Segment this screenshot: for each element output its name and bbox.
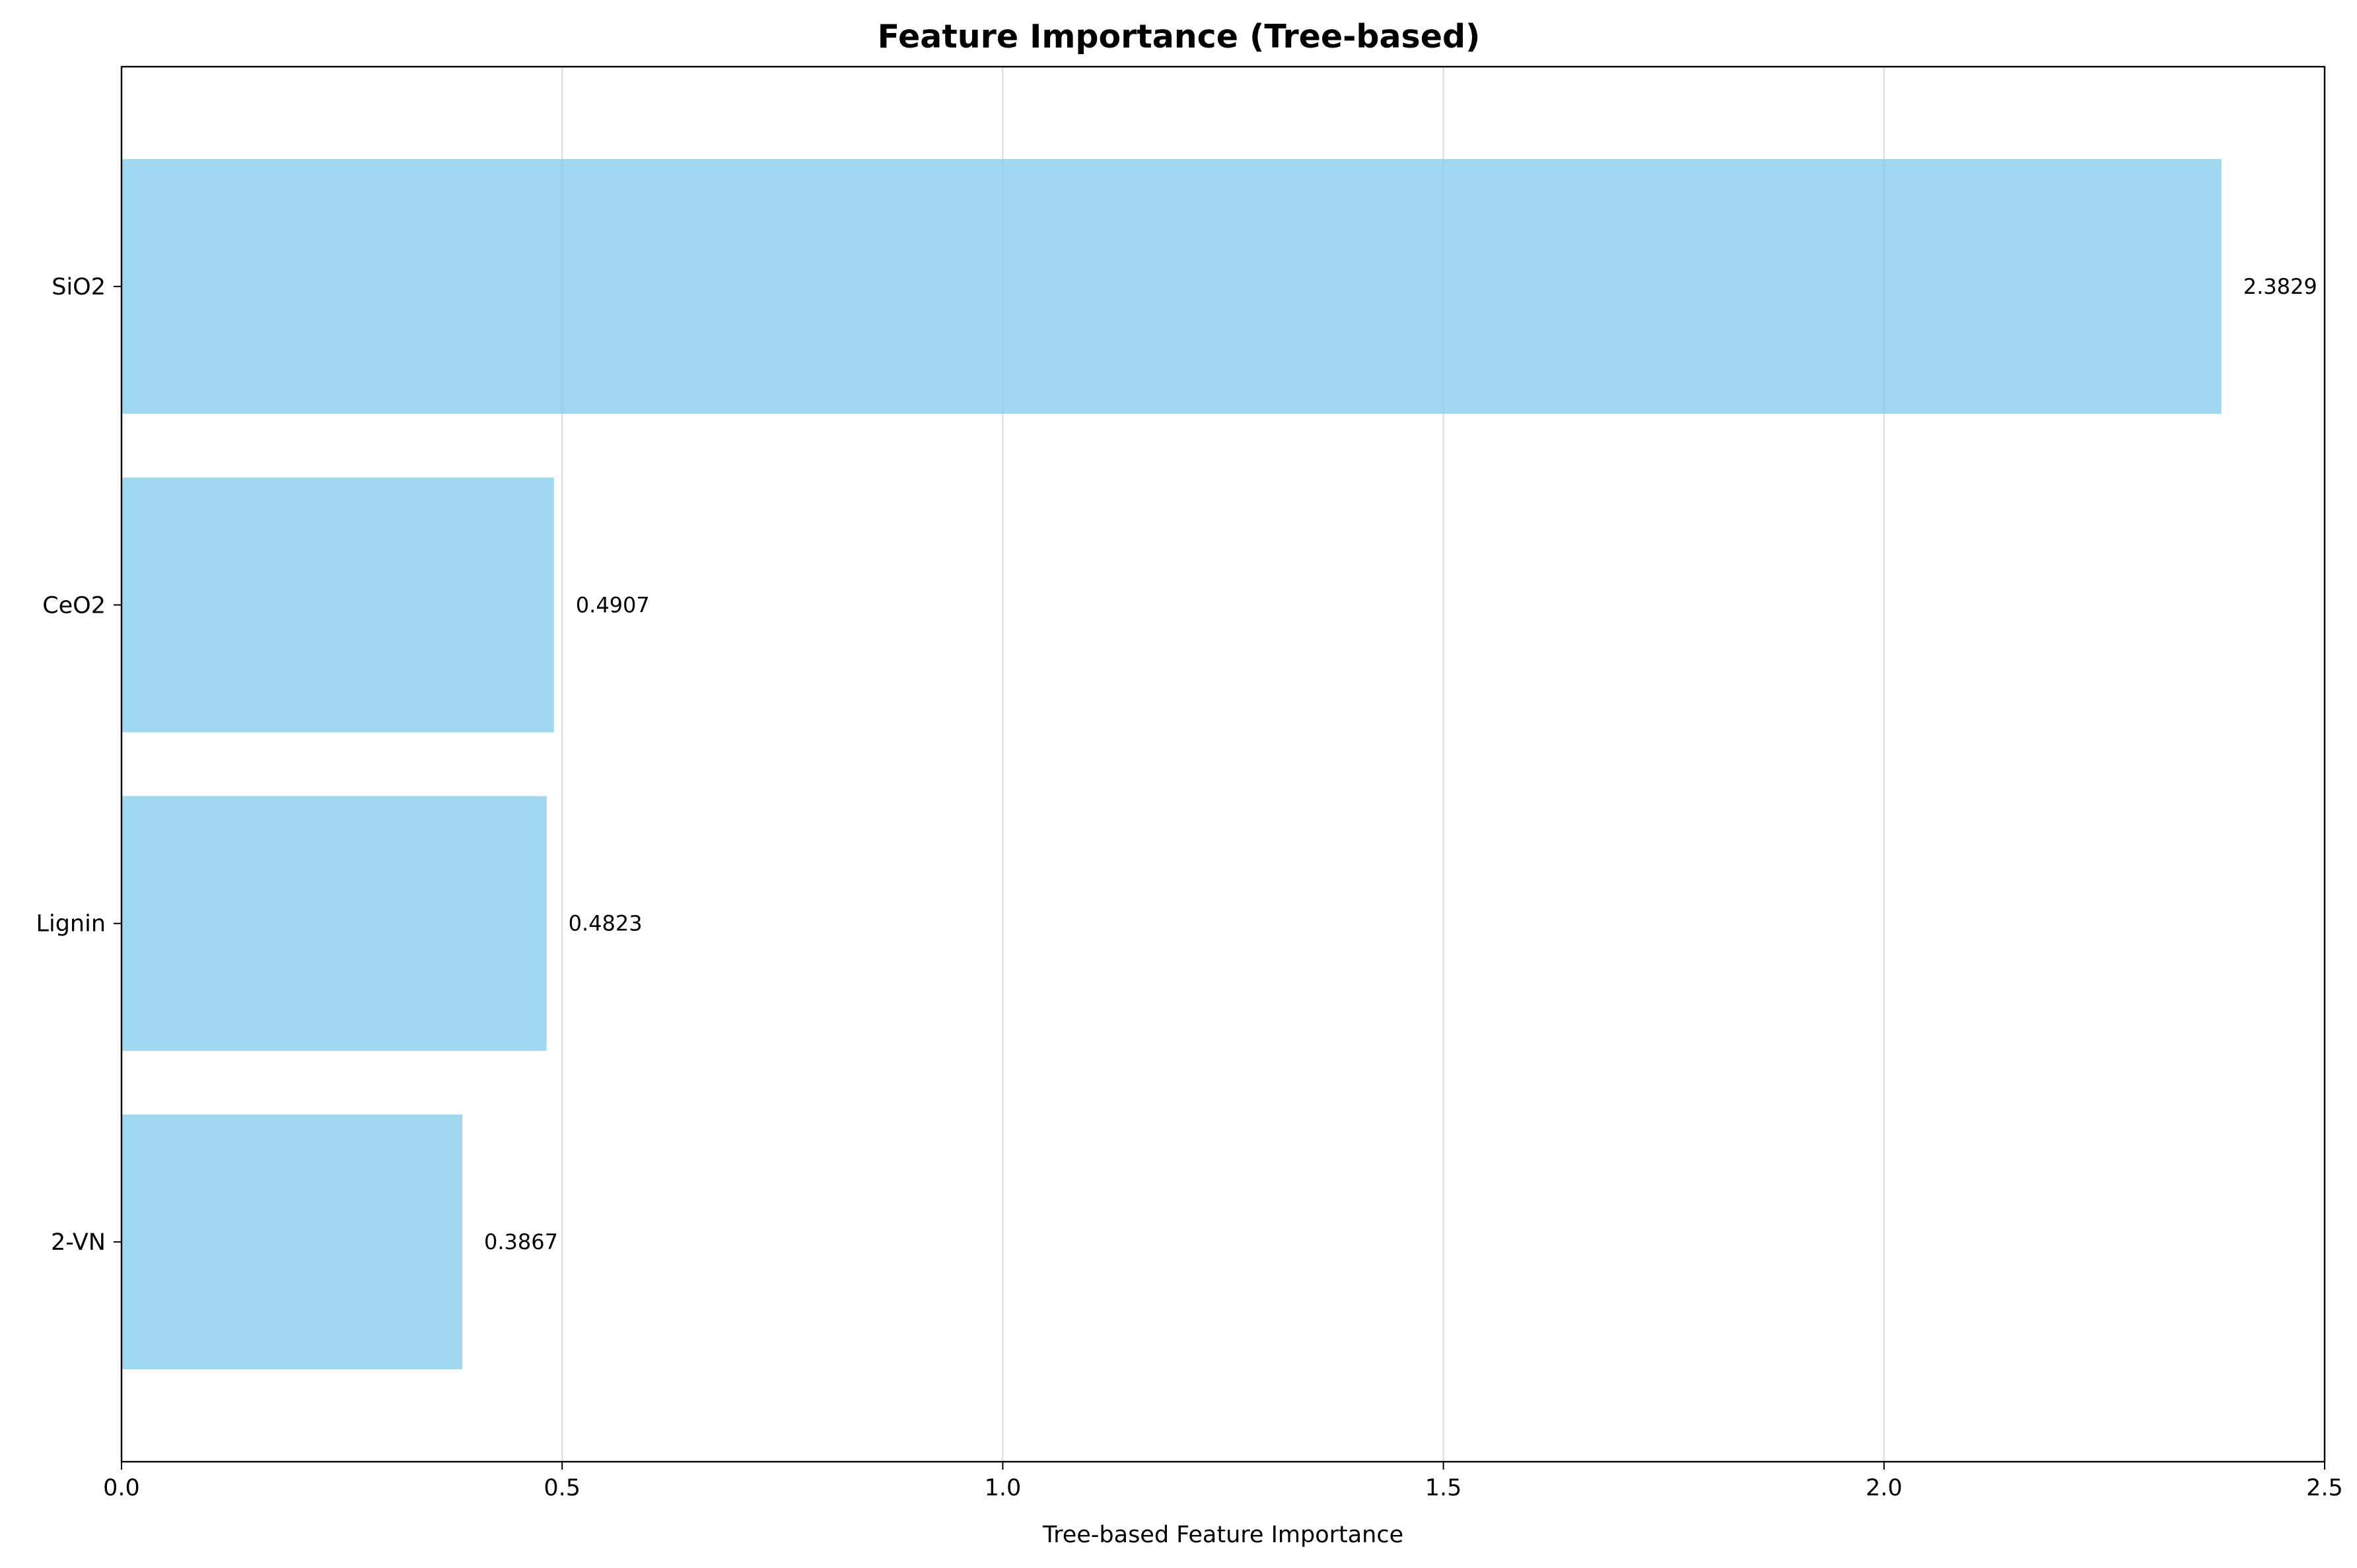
y-axis: SiO2 CeO2 Lignin 2-VN (36, 274, 122, 1256)
bar-ceo2 (122, 477, 554, 733)
x-tick-label: 2.5 (2306, 1475, 2343, 1501)
chart-title: Feature Importance (Tree-based) (878, 18, 1481, 55)
y-tick-label: SiO2 (52, 274, 106, 300)
bar-2-vn (122, 1114, 463, 1370)
x-tick-label: 0.5 (544, 1475, 580, 1501)
bar-lignin (122, 796, 547, 1051)
x-axis: 0.0 0.5 1.0 1.5 2.0 2.5 (103, 1462, 2343, 1501)
x-tick-label: 1.0 (985, 1475, 1022, 1501)
bar-sio2 (122, 158, 2222, 414)
x-tick-label: 1.5 (1425, 1475, 1462, 1501)
y-tick-label: Lignin (36, 911, 106, 937)
value-label-layer: 2.3829 0.4907 0.4823 0.3867 (484, 274, 2317, 1254)
x-axis-label: Tree-based Feature Importance (1042, 1522, 1403, 1548)
value-label: 0.4823 (569, 911, 643, 936)
value-label: 0.4907 (576, 592, 650, 617)
value-label: 0.3867 (484, 1229, 558, 1254)
value-label: 2.3829 (2243, 274, 2317, 299)
y-tick-label: 2-VN (51, 1229, 106, 1256)
bar-layer (122, 158, 2222, 1370)
x-tick-label: 0.0 (103, 1475, 140, 1501)
x-tick-label: 2.0 (1866, 1475, 1903, 1501)
y-tick-label: CeO2 (42, 592, 106, 619)
plot-frame (120, 65, 2326, 1463)
